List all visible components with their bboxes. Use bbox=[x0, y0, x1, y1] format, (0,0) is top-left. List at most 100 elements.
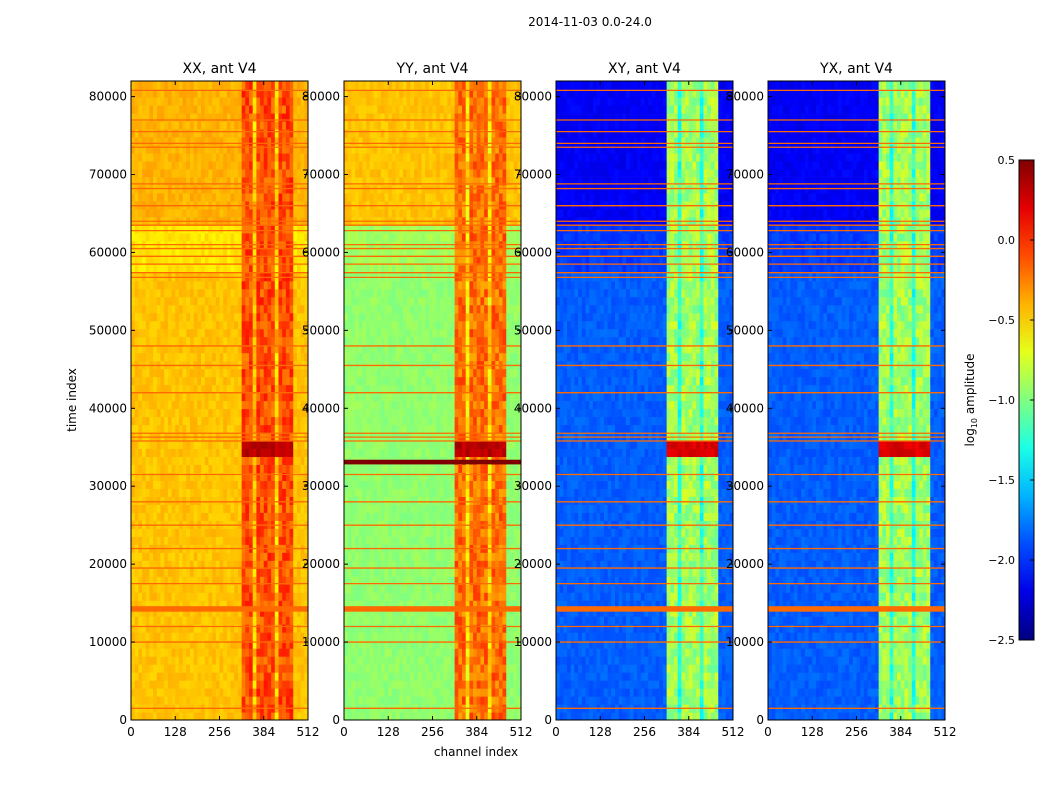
heatmap-cell bbox=[304, 280, 308, 290]
heatmap-cell bbox=[178, 456, 184, 465]
heatmap-cell bbox=[271, 496, 276, 505]
heatmap-cell bbox=[145, 96, 151, 106]
heatmap-cell bbox=[212, 280, 217, 290]
heatmap-cell bbox=[223, 224, 228, 234]
heatmap-cell bbox=[204, 576, 210, 585]
heatmap-cell bbox=[369, 688, 375, 697]
heatmap-cell bbox=[517, 640, 521, 649]
heatmap-cell bbox=[498, 576, 504, 585]
heatmap-cell bbox=[186, 96, 191, 106]
heatmap-cell bbox=[252, 624, 257, 633]
heatmap-cell bbox=[274, 384, 280, 394]
heatmap-cell bbox=[278, 488, 283, 497]
heatmap-cell bbox=[167, 312, 173, 322]
heatmap-cell bbox=[263, 376, 269, 386]
heatmap-cell bbox=[201, 648, 206, 657]
heatmap-cell bbox=[447, 552, 452, 561]
heatmap-cell bbox=[465, 616, 470, 625]
heatmap-cell bbox=[304, 296, 308, 306]
heatmap-cell bbox=[134, 224, 139, 234]
heatmap-cell bbox=[197, 448, 202, 458]
heatmap-cell bbox=[219, 248, 224, 258]
heatmap-cell bbox=[230, 304, 235, 314]
heatmap-cell bbox=[223, 232, 228, 242]
heatmap-cell bbox=[178, 376, 184, 386]
heatmap-cell bbox=[208, 112, 213, 122]
heatmap-cell bbox=[190, 376, 195, 386]
heatmap-cell bbox=[487, 560, 493, 569]
heatmap-cell bbox=[428, 552, 434, 561]
heatmap-cell bbox=[293, 696, 298, 705]
heatmap-cell bbox=[219, 344, 224, 354]
heatmap-cell bbox=[215, 152, 221, 162]
heatmap-cell bbox=[469, 616, 474, 625]
heatmap-cell bbox=[178, 120, 184, 130]
heatmap-cell bbox=[142, 128, 147, 138]
heatmap-cell bbox=[142, 464, 147, 473]
heatmap-cell bbox=[465, 592, 470, 601]
heatmap-cell bbox=[226, 336, 232, 346]
heatmap-cell bbox=[193, 512, 198, 521]
heatmap-cell bbox=[167, 496, 173, 505]
heatmap-cell bbox=[263, 352, 269, 362]
heatmap-cell bbox=[509, 560, 515, 569]
heatmap-cell bbox=[304, 208, 308, 218]
heatmap-cell bbox=[182, 264, 187, 274]
heatmap-cell bbox=[145, 672, 151, 681]
heatmap-cell bbox=[171, 120, 176, 130]
heatmap-cell bbox=[263, 144, 269, 154]
heatmap-cell bbox=[167, 696, 173, 705]
heatmap-cell bbox=[410, 568, 415, 577]
heatmap-cell bbox=[358, 624, 364, 633]
heatmap-cell bbox=[160, 464, 165, 473]
heatmap-cell bbox=[274, 664, 280, 673]
heatmap-cell bbox=[289, 280, 294, 290]
heatmap-cell bbox=[491, 648, 496, 657]
heatmap-cell bbox=[204, 608, 210, 617]
heatmap-cell bbox=[131, 168, 136, 178]
heatmap-cell bbox=[417, 592, 423, 601]
heatmap-cell bbox=[164, 392, 169, 402]
heatmap-cell bbox=[271, 256, 276, 266]
heatmap-cell bbox=[134, 472, 139, 481]
heatmap-cell bbox=[156, 280, 162, 290]
heatmap-cell bbox=[271, 584, 276, 593]
heatmap-cell bbox=[212, 568, 217, 577]
heatmap-cell bbox=[403, 656, 408, 665]
heatmap-cell bbox=[377, 576, 382, 585]
heatmap-cell bbox=[145, 88, 151, 98]
heatmap-cell bbox=[215, 176, 221, 186]
heatmap-cell bbox=[296, 568, 302, 577]
heatmap-cell bbox=[149, 624, 154, 633]
heatmap-cell bbox=[249, 408, 254, 418]
heatmap-cell bbox=[260, 176, 265, 186]
heatmap-cell bbox=[282, 536, 287, 545]
heatmap-cell bbox=[271, 232, 276, 242]
heatmap-cell bbox=[373, 584, 378, 593]
heatmap-cell bbox=[274, 336, 280, 346]
heatmap-cell bbox=[153, 288, 158, 298]
heatmap-cell bbox=[153, 688, 158, 697]
heatmap-cell bbox=[252, 672, 257, 681]
heatmap-cell bbox=[502, 552, 507, 561]
heatmap-cell bbox=[241, 632, 246, 641]
heatmap-cell bbox=[160, 584, 165, 593]
heatmap-cell bbox=[406, 712, 411, 720]
heatmap-cell bbox=[237, 504, 243, 513]
heatmap-cell bbox=[495, 624, 500, 633]
heatmap-cell bbox=[296, 296, 302, 306]
heatmap-cell bbox=[153, 528, 158, 537]
heatmap-cell bbox=[439, 656, 445, 665]
heatmap-cell bbox=[384, 608, 389, 617]
heatmap-cell bbox=[241, 160, 246, 170]
heatmap-cell bbox=[278, 336, 283, 346]
heatmap-cell bbox=[293, 552, 298, 561]
heatmap-cell bbox=[241, 384, 246, 394]
heatmap-cell bbox=[237, 648, 243, 657]
heatmap-cell bbox=[212, 88, 217, 98]
heatmap-cell bbox=[373, 552, 378, 561]
heatmap-cell bbox=[131, 96, 136, 106]
heatmap-cell bbox=[223, 168, 228, 178]
heatmap-cell bbox=[208, 576, 213, 585]
heatmap-cell bbox=[403, 640, 408, 649]
